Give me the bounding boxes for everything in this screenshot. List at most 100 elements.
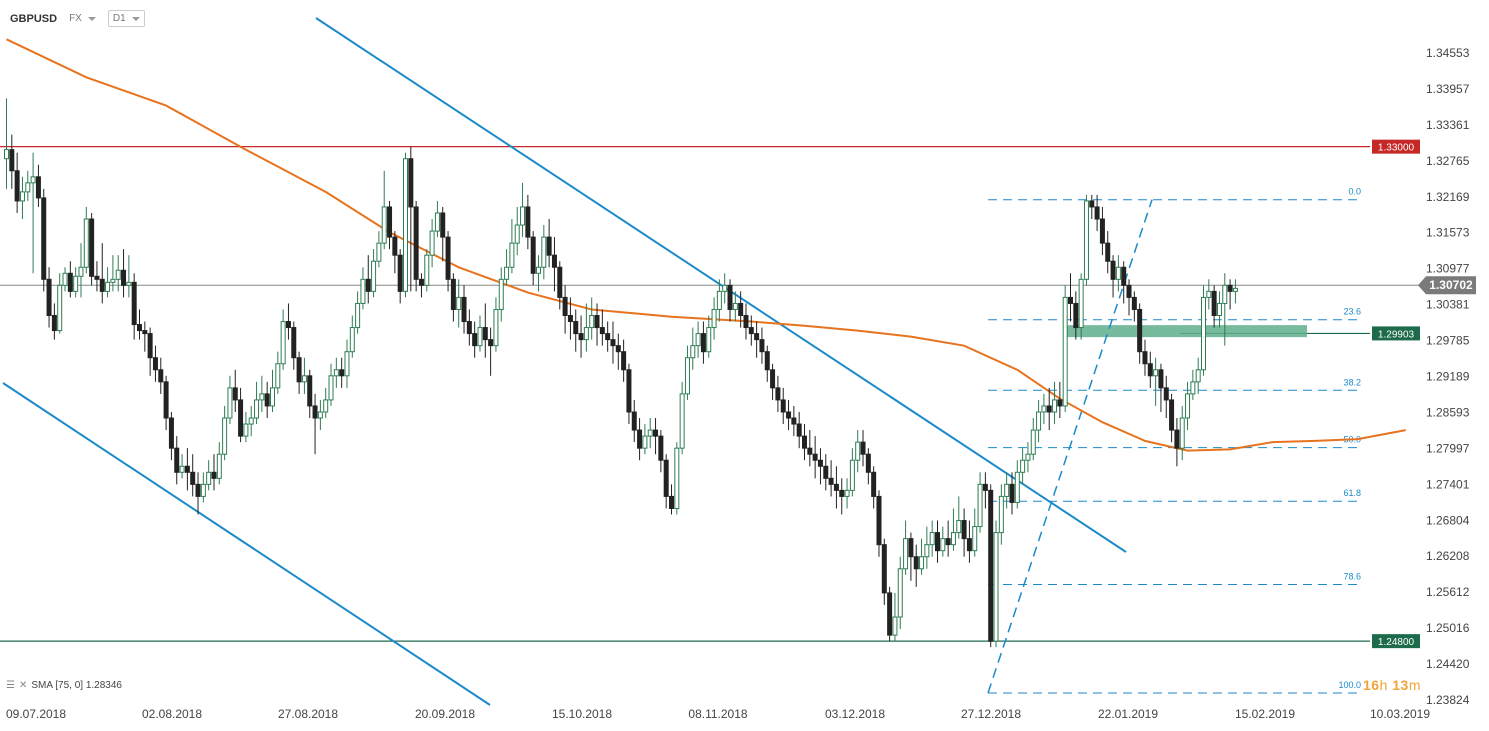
close-icon[interactable]: ✕ (18, 680, 28, 691)
candle-body (1009, 483, 1015, 503)
support-zone-layer (1066, 325, 1307, 338)
candle (775, 375, 781, 412)
candle (275, 351, 281, 394)
candle (190, 454, 196, 497)
chart-toolbar: GBPUSD FX D1 (10, 10, 145, 27)
candle-body (754, 333, 760, 341)
candle (583, 303, 589, 352)
candle (940, 526, 946, 557)
candle (344, 339, 350, 388)
candle (1142, 339, 1148, 376)
candle-body (440, 212, 446, 238)
candle (647, 418, 653, 449)
symbol-label[interactable]: GBPUSD (10, 12, 58, 25)
candle (653, 418, 659, 455)
candle-body (940, 538, 946, 552)
candle (381, 170, 387, 250)
candle (966, 520, 972, 563)
price-tags-layer: 1.33000 1.29903 1.24800 1.30702 (1372, 139, 1476, 649)
candle (392, 231, 398, 274)
candle-body (599, 327, 605, 335)
candle-body (557, 266, 563, 298)
candle (578, 315, 584, 358)
candle (78, 243, 84, 298)
candle-body (743, 315, 749, 329)
candle-body (727, 284, 733, 310)
candle-body (860, 441, 866, 455)
candle (152, 345, 158, 382)
candle-body (536, 266, 541, 274)
candle (285, 303, 291, 340)
candle (807, 430, 813, 467)
candle-body (323, 399, 329, 413)
fib-level-label: 61.8 (1343, 488, 1361, 498)
candle-body (248, 417, 254, 425)
candle (722, 273, 728, 304)
candle (1115, 255, 1121, 292)
candle (823, 454, 829, 491)
candle (945, 520, 951, 557)
candle-body (759, 339, 765, 353)
candle-body (99, 278, 105, 292)
candle-body (738, 302, 744, 317)
timer-hours: 16 (1363, 677, 1380, 693)
candle (1147, 351, 1153, 388)
candle (605, 321, 611, 352)
candle-body (908, 538, 914, 558)
candle (243, 411, 249, 443)
candle (1169, 393, 1175, 443)
timeframe-dropdown[interactable]: D1 (107, 10, 145, 27)
candle-body (871, 471, 877, 497)
menu-icon[interactable]: ☰ (6, 680, 15, 691)
candle-body (488, 339, 494, 347)
candle (817, 448, 823, 485)
candle-body (956, 520, 962, 534)
candle (770, 363, 776, 400)
candle-body (392, 236, 398, 256)
candle-body (780, 399, 786, 413)
candle-body (147, 333, 153, 359)
candle-body (498, 278, 504, 310)
candle (1041, 393, 1047, 425)
candle-body (216, 453, 222, 479)
candle-body (892, 616, 898, 636)
candle (349, 315, 355, 358)
candle-body (700, 333, 706, 353)
candle-body (679, 393, 685, 449)
downtrend-line-lower (2, 382, 491, 706)
candle-body (57, 284, 63, 332)
candle (1216, 291, 1222, 328)
candle (41, 188, 47, 292)
downtrend-line-upper (315, 17, 1127, 553)
candle-body (982, 483, 988, 491)
candle-body (1036, 411, 1042, 431)
candle (477, 315, 483, 352)
price-tick-label: 1.29189 (1426, 369, 1470, 383)
candle (158, 357, 164, 394)
candle-body (658, 435, 664, 461)
candle-body (344, 351, 350, 377)
candle-body (1126, 284, 1132, 298)
candle (206, 460, 212, 491)
candle-body (200, 483, 206, 497)
candle (908, 532, 914, 581)
candle-body (445, 236, 451, 280)
price-axis-layer: 1.34553 1.33957 1.33361 1.32765 1.32169 1.315… (1426, 46, 1470, 707)
candle (913, 544, 919, 587)
candle (802, 424, 807, 461)
candle (51, 303, 57, 340)
market-dropdown[interactable]: FX (65, 11, 100, 26)
candle-body (41, 197, 47, 280)
candle (791, 405, 797, 437)
candle (89, 212, 95, 286)
horizontal-levels-layer (0, 146, 1420, 642)
candle (637, 418, 643, 461)
candle-body (131, 281, 137, 326)
candle (764, 345, 770, 382)
candle-body (817, 459, 823, 467)
candle (142, 321, 148, 352)
candle-body (711, 308, 717, 329)
candle (1068, 273, 1073, 322)
candle (903, 520, 909, 575)
